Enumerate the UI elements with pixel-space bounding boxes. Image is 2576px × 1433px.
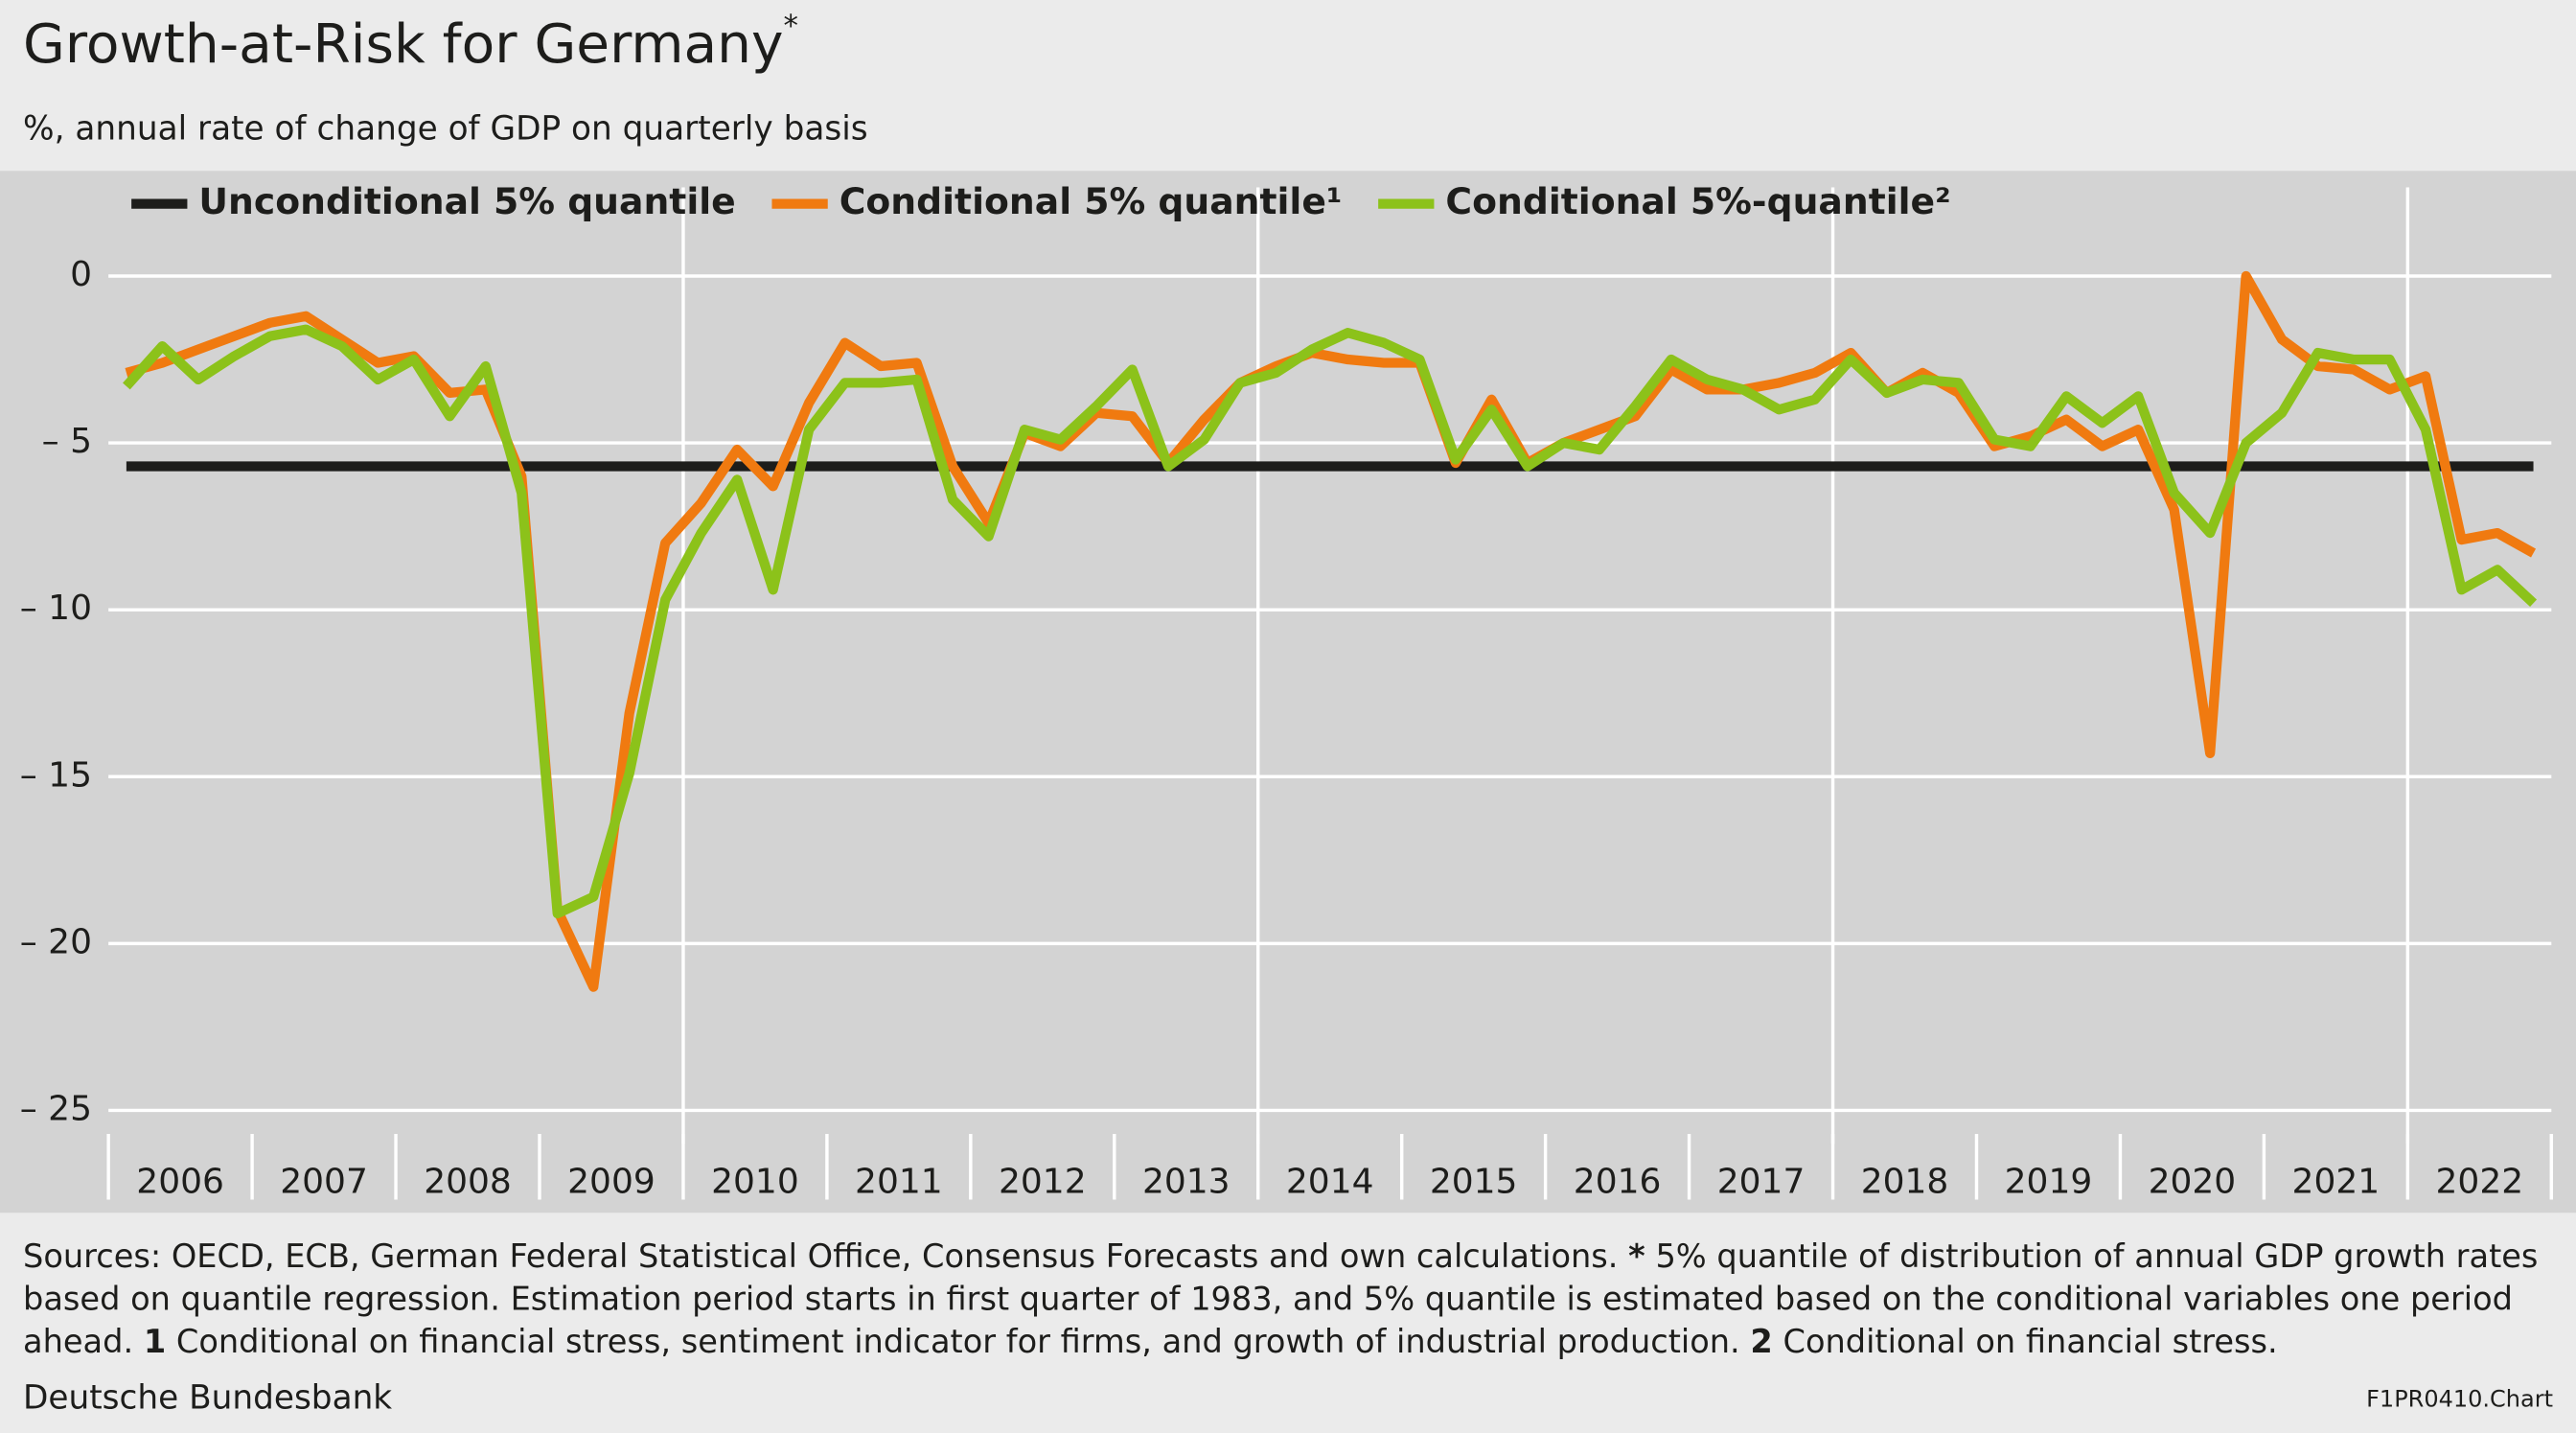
x-tick-label: 2014 <box>1286 1162 1374 1201</box>
y-tick-label: 0 <box>70 255 92 294</box>
x-tick-label: 2013 <box>1142 1162 1230 1201</box>
note: 5% quantile of distribution of annual GD… <box>23 1237 2539 1361</box>
x-tick-label: 2019 <box>2005 1162 2093 1201</box>
x-tick-label: 2008 <box>424 1162 512 1201</box>
note-mark: 2 <box>1750 1323 1773 1361</box>
legend-label: Conditional 5% quantile¹ <box>840 180 1343 222</box>
footnotes: Sources: OECD, ECB, German Federal Stati… <box>23 1236 2556 1364</box>
title-mark: * <box>783 10 798 45</box>
y-tick-label: – 10 <box>20 589 92 628</box>
title-text: Growth-at-Risk for Germany <box>23 12 784 76</box>
chart-title: Growth-at-Risk for Germany* <box>23 10 798 76</box>
chart-id: F1PR0410.Chart <box>2366 1386 2554 1414</box>
x-tick-label: 2017 <box>1717 1162 1806 1201</box>
x-tick-label: 2011 <box>855 1162 943 1201</box>
plot-background <box>0 171 2576 1213</box>
x-tick-label: 2006 <box>136 1162 224 1201</box>
x-tick-label: 2007 <box>280 1162 368 1201</box>
x-tick-label: 2010 <box>711 1162 799 1201</box>
legend-label: Unconditional 5% quantile <box>198 180 735 222</box>
sources: Sources: OECD, ECB, German Federal Stati… <box>23 1237 1619 1276</box>
x-tick-label: 2020 <box>2149 1162 2237 1201</box>
y-tick-label: – 15 <box>20 755 92 795</box>
x-tick-label: 2022 <box>2436 1162 2524 1201</box>
note-mark: 1 <box>143 1323 167 1361</box>
note: Conditional on financial stress, sentime… <box>175 1323 1740 1361</box>
x-tick-label: 2016 <box>1574 1162 1662 1201</box>
x-tick-label: 2015 <box>1430 1162 1518 1201</box>
legend-label: Conditional 5%-quantile² <box>1445 180 1950 222</box>
note-mark: * <box>1628 1237 1645 1276</box>
x-tick-label: 2018 <box>1861 1162 1949 1201</box>
x-tick-label: 2012 <box>999 1162 1087 1201</box>
publisher: Deutsche Bundesbank <box>23 1376 393 1417</box>
x-tick-label: 2009 <box>567 1162 656 1201</box>
chart: 0 – 5 – 10 – 15 – 20 – 25 2006 2007 2008 2009 2010… <box>0 171 2576 1213</box>
header: Growth-at-Risk for Germany* %, annual ra… <box>0 0 2576 164</box>
x-tick-label: 2021 <box>2292 1162 2380 1201</box>
series-line <box>123 324 2538 919</box>
y-tick-label: – 5 <box>42 422 92 461</box>
y-tick-label: – 25 <box>20 1089 92 1128</box>
chart-subtitle: %, annual rate of change of GDP on quart… <box>23 108 868 149</box>
y-tick-label: – 20 <box>20 922 92 961</box>
note: Conditional on financial stress. <box>1782 1323 2278 1361</box>
